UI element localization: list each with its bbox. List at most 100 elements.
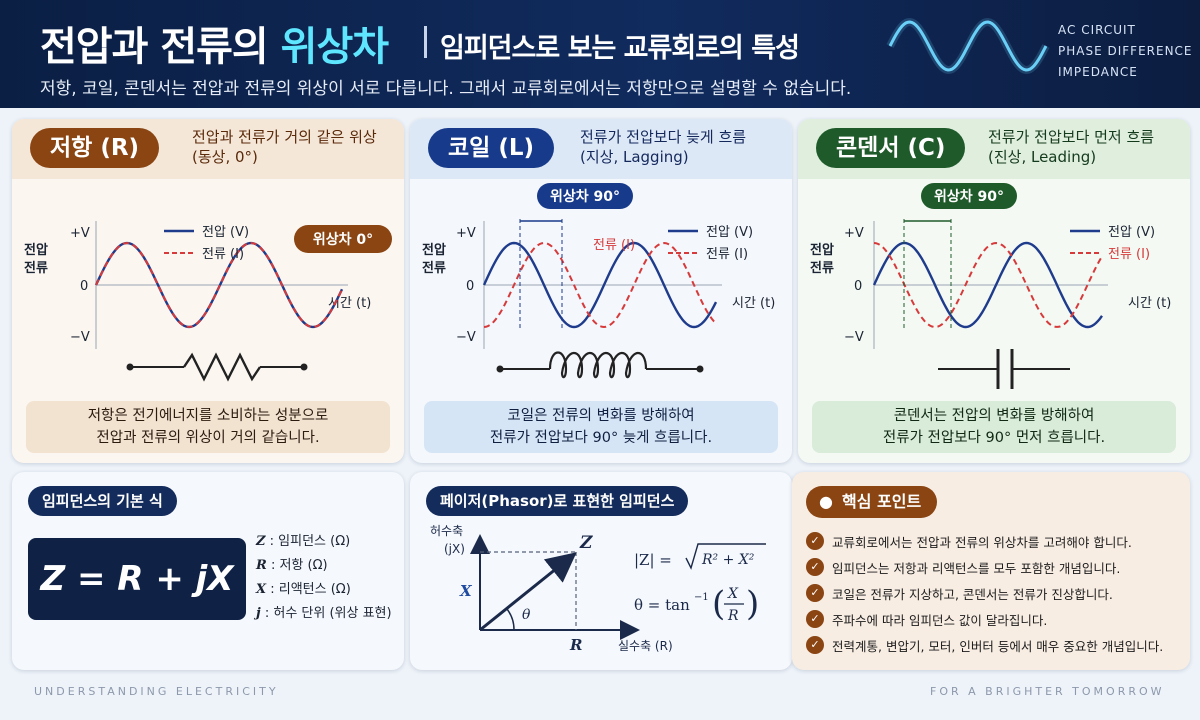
magnitude-formula-lhs: |Z| = (634, 551, 672, 569)
legend-voltage-label: 전압 (V) (1108, 225, 1155, 240)
check-icon: ✓ (806, 636, 824, 654)
tag-phase-difference: PHASE DIFFERENCE (1058, 44, 1193, 58)
y-axis-label-current: 전류 (24, 260, 48, 276)
def-j: j : 허수 단위 (위상 표현) (256, 602, 392, 626)
check-icon: ✓ (806, 610, 824, 628)
coil-phase-line2: (지상, Lagging) (580, 148, 689, 166)
legend-current-label: 전류 (I) (1108, 247, 1150, 262)
angle-formula-lhs: θ = tan (634, 596, 690, 614)
y-axis-label-voltage: 전압 (422, 242, 446, 258)
right-paren: ) (746, 584, 759, 624)
y-axis-label-voltage: 전압 (24, 242, 48, 258)
impedance-formula: Z = R + jX (28, 538, 246, 620)
resistor-desc-line1: 저항은 전기에너지를 소비하는 성분으로 (87, 408, 329, 424)
coil-phase-line1: 전류가 전압보다 늦게 흐름 (580, 128, 747, 146)
def-x-text: : 리액턴스 (Ω) (270, 582, 351, 597)
inductor-symbol (548, 351, 648, 379)
phase-badge (294, 225, 392, 253)
coil-description: 코일은 전류의 변화를 방해하여 전류가 전압보다 90° 늦게 흐릅니다. (424, 401, 778, 453)
resistor-panel: 저항 (R) 전압과 전류가 거의 같은 위상 (동상, 0°) +V 0 −V 전압… (12, 119, 404, 463)
x-axis-label: 시간 (t) (732, 296, 775, 311)
tag-ac-circuit: AC CIRCUIT (1058, 23, 1136, 37)
minus-v-label: −V (456, 330, 476, 345)
y-axis-label-current: 전류 (810, 260, 834, 276)
fraction-numerator: X (727, 586, 739, 602)
legend-voltage-label: 전압 (V) (706, 225, 753, 240)
terminal-right (300, 363, 308, 371)
impedance-formula-panel: 임피던스의 기본 식 Z = R + jX Z : 임피던스 (Ω) R : 저… (12, 472, 404, 670)
title-divider (424, 26, 427, 58)
legend-current-label: 전류 (I) (706, 247, 748, 262)
def-j-text: : 허수 단위 (위상 표현) (264, 606, 392, 621)
minus-v-label: −V (844, 330, 864, 345)
zero-label: 0 (466, 279, 474, 294)
resistor-title: 저항 (R) (30, 128, 160, 168)
phase-badge (537, 183, 633, 209)
capacitor-desc-line1: 콘덴서는 전압의 변화를 방해하여 (893, 408, 1095, 424)
footer-right: FOR A BRIGHTER TOMORROW (930, 685, 1165, 698)
resistor-phase-line1: 전압과 전류가 거의 같은 위상 (192, 128, 377, 146)
page-title: 전압과 전류의 위상차 (40, 14, 389, 72)
check-icon: ✓ (806, 532, 824, 550)
check-icon: ✓ (806, 558, 824, 576)
key-points-title-text: 핵심 포인트 (842, 492, 922, 511)
def-r-symbol: R (256, 558, 267, 573)
phase-badge-label: 위상차 90° (934, 189, 1004, 205)
voltage-wave (482, 241, 718, 329)
phase-badge-label: 위상차 90° (550, 189, 620, 205)
key-points-list: ✓ 교류회로에서는 전압과 전류의 위상차를 고려해야 합니다. ✓ 임피던스는 저… (806, 528, 1163, 658)
terminal-left (496, 365, 504, 373)
plus-v-label: +V (456, 226, 476, 241)
imaginary-axis-label: 허수축 (430, 524, 463, 538)
resistor-description: 저항은 전기에너지를 소비하는 성분으로 전압과 전류의 위상이 거의 같습니다… (26, 401, 390, 453)
page-subtitle: 임피던스로 보는 교류회로의 특성 (440, 33, 800, 64)
footer-left: UNDERSTANDING ELECTRICITY (34, 685, 279, 698)
r-label: R (569, 636, 582, 654)
fraction-denominator: R (727, 608, 739, 624)
capacitor-phase-desc: 전류가 전압보다 먼저 흐름 (진상, Leading) (988, 127, 1154, 167)
sine-wave-icon (886, 17, 1050, 75)
current-wave (483, 241, 717, 329)
zero-label: 0 (80, 279, 88, 294)
coil-desc-line2: 전류가 전압보다 90° 늦게 흐릅니다. (489, 430, 713, 446)
capacitor-panel-header: 콘덴서 (C) 전류가 전압보다 먼저 흐름 (진상, Leading) (798, 119, 1190, 179)
title-highlight: 위상차 (280, 24, 389, 70)
x-axis-label: 시간 (t) (1128, 296, 1171, 311)
list-item: ✓ 주파수에 따라 임피던스 값이 달라집니다. (806, 606, 1163, 632)
capacitor-description: 콘덴서는 전압의 변화를 방해하여 전류가 전압보다 90° 먼저 흐릅니다. (812, 401, 1176, 453)
lightbulb-icon: ● (819, 492, 833, 511)
coil-phase-desc: 전류가 전압보다 늦게 흐름 (지상, Lagging) (580, 127, 746, 167)
current-tag: 전류 (I) (593, 238, 635, 253)
header-tags: AC CIRCUIT PHASE DIFFERENCE IMPEDANCE (1058, 20, 1193, 83)
phasor-title: 페이저(Phasor)로 표현한 임피던스 (426, 486, 689, 516)
left-paren: ( (712, 584, 725, 624)
resistor-panel-header: 저항 (R) 전압과 전류가 거의 같은 위상 (동상, 0°) (12, 119, 404, 179)
imaginary-axis-sub: (jX) (444, 542, 465, 556)
point-text: 전력계통, 변압기, 모터, 인버터 등에서 매우 중요한 개념입니다. (832, 638, 1164, 654)
list-item: ✓ 임피던스는 저항과 리액턴스를 모두 포함한 개념입니다. (806, 554, 1163, 580)
theta-arc (506, 608, 515, 631)
tag-impedance: IMPEDANCE (1058, 65, 1138, 79)
def-z-symbol: Z (256, 534, 266, 549)
capacitor-phase-line1: 전류가 전압보다 먼저 흐름 (988, 128, 1155, 146)
coil-panel-header: 코일 (L) 전류가 전압보다 늦게 흐름 (지상, Lagging) (410, 119, 792, 179)
z-label: Z (579, 533, 593, 553)
header-banner: 전압과 전류의 위상차 임피던스로 보는 교류회로의 특성 저항, 코일, 콘덴… (0, 0, 1200, 108)
def-z-text: : 임피던스 (Ω) (269, 534, 351, 549)
point-text: 임피던스는 저항과 리액턴스를 모두 포함한 개념입니다. (832, 560, 1121, 576)
angle-formula-exponent: −1 (694, 592, 709, 603)
phase-badge (921, 183, 1017, 209)
capacitor-phase-line2: (진상, Leading) (988, 148, 1097, 166)
y-axis-label-voltage: 전압 (810, 242, 834, 258)
current-wave (873, 241, 1103, 328)
y-axis-label-current: 전류 (422, 260, 446, 276)
minus-v-label: −V (70, 330, 90, 345)
x-label: X (459, 582, 473, 600)
point-text: 코일은 전류가 지상하고, 콘덴서는 전류가 진상합니다. (832, 586, 1113, 602)
def-z: Z : 임피던스 (Ω) (256, 530, 392, 554)
zero-label: 0 (854, 279, 862, 294)
def-x: X : 리액턴스 (Ω) (256, 578, 392, 602)
